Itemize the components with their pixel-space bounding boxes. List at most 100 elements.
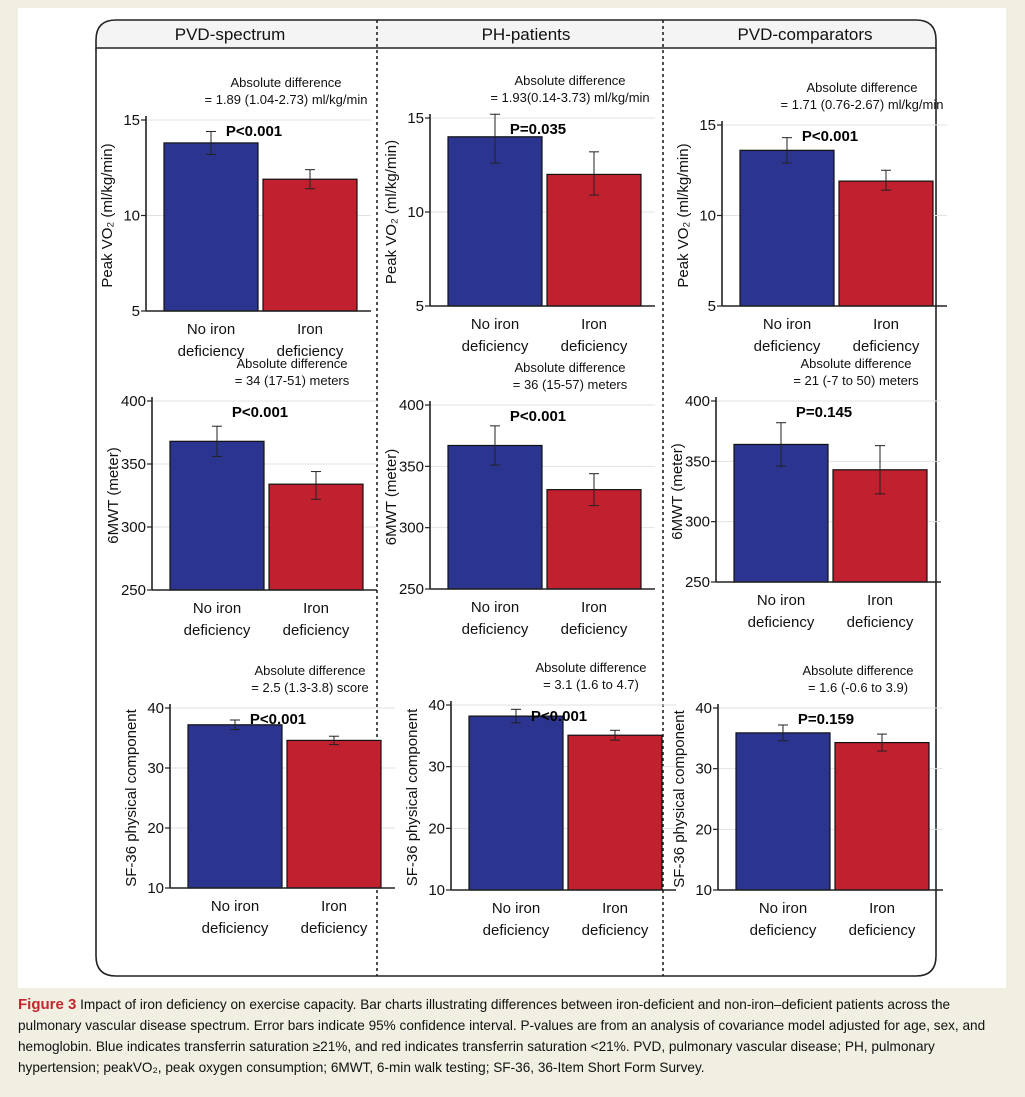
- absolute-difference-label: Absolute difference: [236, 356, 347, 371]
- p-value-label: P<0.001: [510, 408, 566, 425]
- y-tick-label: 300: [121, 519, 146, 536]
- y-tick-label: 10: [428, 882, 445, 899]
- category-label: deficiency: [561, 338, 628, 355]
- category-label: deficiency: [301, 920, 368, 937]
- category-label: deficiency: [283, 622, 350, 639]
- chart-panel-2: 5 10 15 Peak VO₂ (ml/kg/min) No iron deficien…: [675, 80, 947, 355]
- category-label: Iron: [873, 316, 899, 333]
- chart-panel-7: 10 20 30 40 SF-36 physical component No iron d…: [404, 660, 676, 939]
- y-tick-label: 30: [147, 760, 164, 777]
- category-label: Iron: [321, 898, 347, 915]
- absolute-difference-label: = 1.71 (0.76-2.67) ml/kg/min: [781, 97, 944, 112]
- y-tick-label: 10: [407, 204, 424, 221]
- y-tick-label: 15: [407, 110, 424, 127]
- category-label: deficiency: [483, 922, 550, 939]
- bar-no-iron-deficiency: [735, 732, 831, 891]
- y-tick-label: 300: [685, 514, 710, 531]
- y-tick-label: 40: [147, 700, 164, 717]
- category-label: deficiency: [462, 621, 529, 638]
- y-tick-label: 350: [399, 458, 424, 475]
- y-axis-label: Peak VO₂ (ml/kg/min): [383, 140, 400, 284]
- bar-no-iron-deficiency: [447, 444, 543, 590]
- y-tick-label: 15: [699, 117, 716, 134]
- absolute-difference-label: = 3.1 (1.6 to 4.7): [543, 677, 639, 692]
- chart-panel-3: 250 300 350 400 6MWT (meter) No iron deficienc…: [105, 356, 377, 639]
- y-tick-label: 5: [132, 303, 140, 320]
- p-value-label: P<0.001: [226, 123, 282, 140]
- y-axis-label: SF-36 physical component: [404, 708, 421, 886]
- y-axis-label: SF-36 physical component: [123, 708, 140, 886]
- category-label: deficiency: [462, 338, 529, 355]
- y-tick-label: 5: [708, 298, 716, 315]
- category-label: No iron: [471, 316, 519, 333]
- bar-iron-deficiency: [268, 483, 364, 591]
- header-frame: [95, 19, 937, 49]
- category-label: deficiency: [277, 343, 344, 360]
- chart-panel-4: 250 300 350 400 6MWT (meter) No iron deficienc…: [383, 360, 655, 638]
- absolute-difference-label: Absolute difference: [806, 80, 917, 95]
- y-axis-label: Peak VO₂ (ml/kg/min): [675, 143, 692, 287]
- charts-layer: 5 10 15 Peak VO₂ (ml/kg/min) No iron deficien…: [99, 73, 947, 939]
- y-tick-label: 350: [121, 456, 146, 473]
- category-label: No iron: [492, 900, 540, 917]
- absolute-difference-label: Absolute difference: [514, 73, 625, 88]
- bar-no-iron-deficiency: [163, 142, 259, 312]
- chart-panel-1: 5 10 15 Peak VO₂ (ml/kg/min) No iron deficien…: [383, 73, 655, 355]
- p-value-label: P<0.001: [250, 711, 306, 728]
- bar-no-iron-deficiency: [187, 724, 283, 889]
- y-tick-label: 10: [699, 208, 716, 225]
- figure-frame: [95, 48, 937, 977]
- y-tick-label: 400: [121, 393, 146, 410]
- p-value-label: P<0.001: [802, 128, 858, 145]
- absolute-difference-label: Absolute difference: [514, 360, 625, 375]
- bar-iron-deficiency: [838, 180, 934, 307]
- category-label: Iron: [867, 592, 893, 609]
- category-label: Iron: [297, 321, 323, 338]
- category-label: deficiency: [184, 622, 251, 639]
- category-label: deficiency: [853, 338, 920, 355]
- category-label: No iron: [757, 592, 805, 609]
- category-label: No iron: [763, 316, 811, 333]
- bar-iron-deficiency: [262, 178, 358, 312]
- y-axis-label: Peak VO₂ (ml/kg/min): [99, 143, 116, 287]
- y-tick-label: 10: [695, 882, 712, 899]
- y-tick-label: 250: [121, 582, 146, 599]
- absolute-difference-label: = 1.6 (-0.6 to 3.9): [808, 680, 908, 695]
- y-axis-label: 6MWT (meter): [383, 449, 400, 545]
- category-label: Iron: [581, 599, 607, 616]
- y-tick-label: 300: [399, 520, 424, 537]
- p-value-label: P<0.001: [531, 708, 587, 725]
- category-label: Iron: [581, 316, 607, 333]
- bar-iron-deficiency: [567, 734, 663, 891]
- figure-caption: Figure 3 Impact of iron deficiency on ex…: [18, 994, 1008, 1078]
- p-value-label: P=0.145: [796, 404, 852, 421]
- y-tick-label: 20: [428, 820, 445, 837]
- category-label: No iron: [759, 900, 807, 917]
- chart-panel-5: 250 300 350 400 6MWT (meter) No iron deficienc…: [669, 356, 941, 631]
- category-label: No iron: [187, 321, 235, 338]
- category-label: Iron: [602, 900, 628, 917]
- y-axis-label: SF-36 physical component: [671, 709, 688, 887]
- category-label: deficiency: [748, 614, 815, 631]
- y-tick-label: 15: [123, 112, 140, 129]
- figure-panel: PVD-spectrum PH-patients PVD-comparators…: [18, 8, 1006, 988]
- absolute-difference-label: Absolute difference: [254, 663, 365, 678]
- category-label: deficiency: [202, 920, 269, 937]
- category-label: deficiency: [849, 922, 916, 939]
- column-title-pvd-comparators: PVD-comparators: [737, 25, 872, 44]
- chart-panel-8: 10 20 30 40 SF-36 physical component No iron d…: [671, 663, 943, 939]
- absolute-difference-label: = 21 (-7 to 50) meters: [793, 373, 919, 388]
- caption-text: Impact of iron deficiency on exercise ca…: [18, 997, 986, 1075]
- column-title-pvd-spectrum: PVD-spectrum: [175, 25, 286, 44]
- absolute-difference-label: = 2.5 (1.3-3.8) score: [251, 680, 368, 695]
- bar-iron-deficiency: [834, 741, 930, 891]
- category-label: No iron: [193, 600, 241, 617]
- category-label: Iron: [303, 600, 329, 617]
- absolute-difference-label: = 1.93(0.14-3.73) ml/kg/min: [490, 90, 649, 105]
- bar-no-iron-deficiency: [739, 149, 835, 307]
- y-tick-label: 250: [399, 581, 424, 598]
- y-tick-label: 400: [399, 397, 424, 414]
- y-axis-label: 6MWT (meter): [105, 447, 122, 543]
- y-tick-label: 350: [685, 453, 710, 470]
- figure-charts: PVD-spectrum PH-patients PVD-comparators…: [95, 19, 947, 977]
